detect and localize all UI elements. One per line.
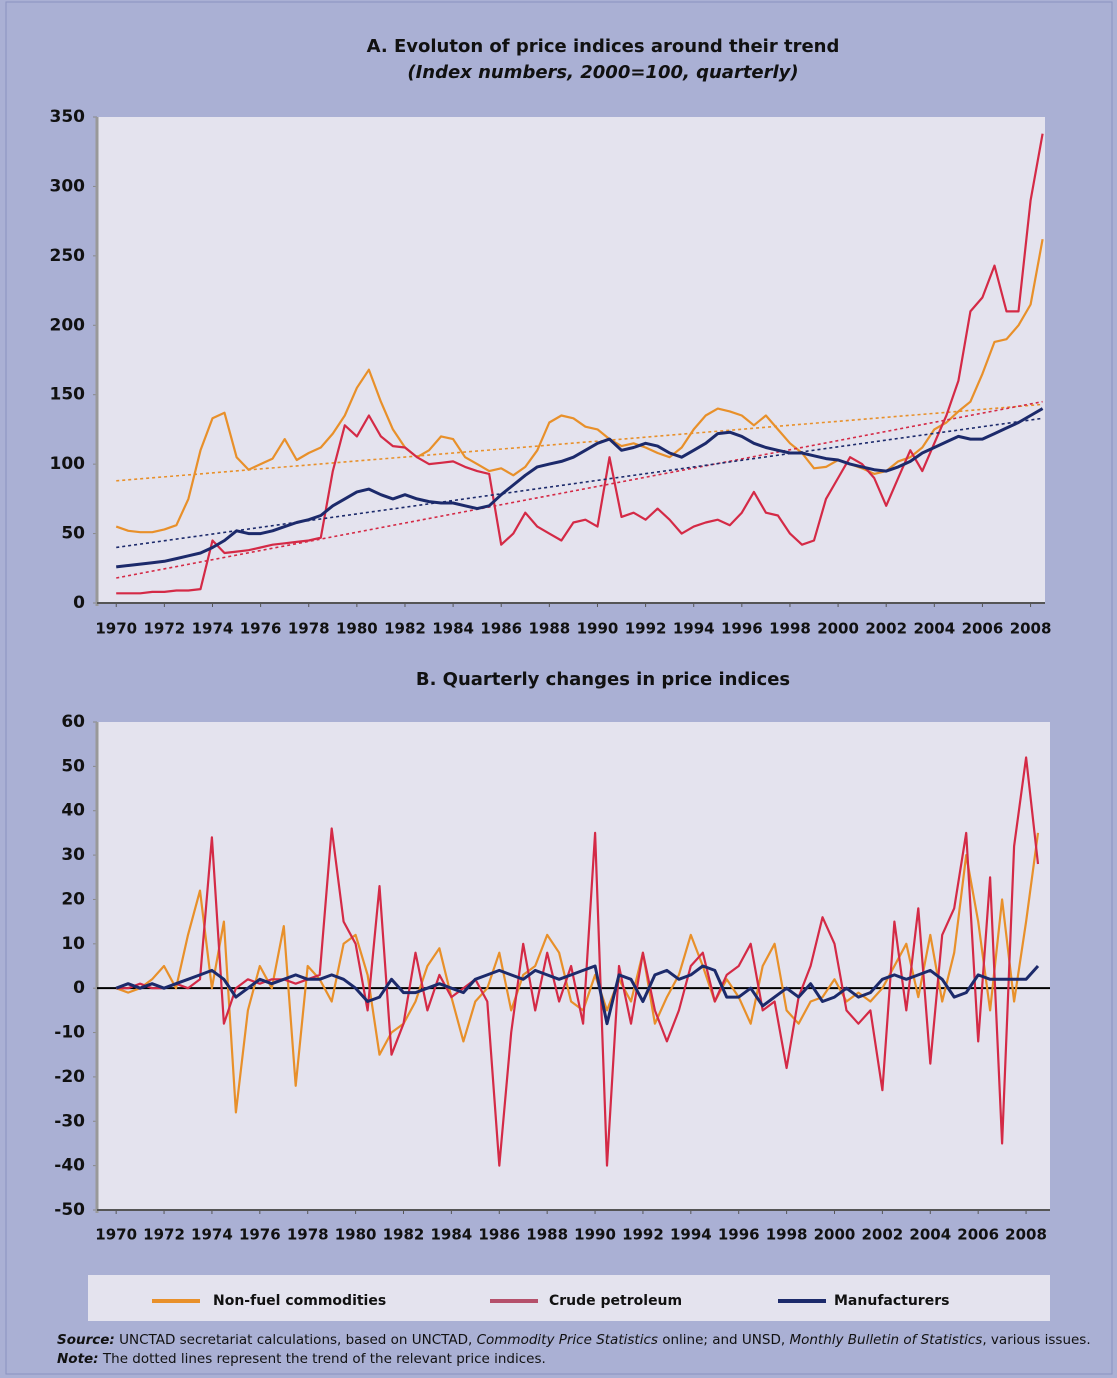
- x-tick-label: 1986: [480, 620, 522, 638]
- legend-label: Non-fuel commodities: [213, 1293, 386, 1309]
- y-tick-label: 150: [50, 385, 86, 405]
- x-tick-label: 1970: [95, 620, 137, 638]
- x-tick-label: 1976: [239, 1226, 281, 1244]
- series-line: [115, 964, 1040, 1026]
- x-tick-label: 1992: [625, 620, 667, 638]
- series-line: [116, 756, 1040, 1167]
- x-tick-label: 1984: [432, 620, 474, 638]
- x-tick-label: 1994: [670, 1226, 712, 1244]
- x-tick-label: 1974: [191, 1226, 233, 1244]
- y-tick-label: 0: [73, 978, 85, 998]
- x-tick-label: 2002: [865, 620, 907, 638]
- x-tick-label: 1982: [384, 620, 426, 638]
- y-tick-label: -10: [54, 1023, 85, 1043]
- x-tick-label: 1980: [335, 1226, 377, 1244]
- y-tick-label: 0: [73, 593, 85, 613]
- x-tick-label: 1970: [95, 1226, 137, 1244]
- trend-line: [116, 403, 1043, 482]
- x-tick-label: 2004: [913, 620, 955, 638]
- x-tick-label: 1988: [528, 620, 570, 638]
- x-tick-label: 2008: [1010, 620, 1052, 638]
- legend-label: Manufacturers: [834, 1293, 949, 1309]
- x-tick-label: 2002: [862, 1226, 904, 1244]
- y-tick-label: 40: [61, 801, 85, 821]
- x-tick-label: 2006: [957, 1226, 999, 1244]
- x-tick-label: 1978: [287, 1226, 329, 1244]
- x-tick-label: 1998: [766, 1226, 808, 1244]
- x-tick-label: 2008: [1005, 1226, 1047, 1244]
- y-tick-label: 50: [61, 524, 85, 544]
- x-tick-label: 1986: [478, 1226, 520, 1244]
- x-tick-label: 1994: [673, 620, 715, 638]
- y-tick-label: 200: [50, 315, 86, 335]
- trend-line: [116, 400, 1043, 579]
- plot-area: [97, 117, 1045, 603]
- series-line: [116, 407, 1044, 569]
- note-part: , various issues.: [982, 1332, 1090, 1348]
- y-tick-label: 20: [61, 889, 85, 909]
- x-tick-label: 1972: [143, 620, 185, 638]
- legend-label: Crude petroleum: [549, 1293, 682, 1309]
- y-tick-label: 30: [61, 845, 85, 865]
- x-tick-label: 1980: [336, 620, 378, 638]
- chart-title: B. Quarterly changes in price indices: [416, 669, 790, 690]
- x-tick-label: 1990: [574, 1226, 616, 1244]
- legend-box: [88, 1275, 1050, 1321]
- note-part: online; and UNSD,: [658, 1332, 790, 1348]
- x-tick-label: 1996: [721, 620, 763, 638]
- chart-title: A. Evoluton of price indices around thei…: [367, 36, 840, 57]
- x-tick-label: 1988: [526, 1226, 568, 1244]
- x-tick-label: 2004: [909, 1226, 951, 1244]
- y-tick-label: -50: [54, 1200, 85, 1220]
- series-line: [116, 133, 1044, 595]
- note-part: Commodity Price Statistics: [477, 1332, 658, 1348]
- y-tick-label: 50: [61, 756, 85, 776]
- note-part: Note:: [57, 1351, 99, 1367]
- x-tick-label: 1984: [431, 1226, 473, 1244]
- x-tick-label: 1996: [718, 1226, 760, 1244]
- x-tick-label: 1998: [769, 620, 811, 638]
- y-tick-label: 350: [50, 107, 86, 127]
- y-tick-label: -40: [54, 1156, 85, 1176]
- note-part: The dotted lines represent the trend of …: [99, 1351, 546, 1367]
- x-tick-label: 2006: [962, 620, 1004, 638]
- x-tick-label: 1972: [143, 1226, 185, 1244]
- note-part: Monthly Bulletin of Statistics: [789, 1332, 982, 1348]
- x-tick-label: 1990: [577, 620, 619, 638]
- plot-area: [97, 722, 1050, 1210]
- y-tick-label: 60: [61, 712, 85, 732]
- x-tick-label: 2000: [814, 1226, 856, 1244]
- y-tick-label: -30: [54, 1111, 85, 1131]
- note: Source: UNCTAD secretariat calculations,…: [57, 1332, 1091, 1348]
- y-tick-label: 300: [50, 176, 86, 196]
- x-tick-label: 1992: [622, 1226, 664, 1244]
- x-tick-label: 2000: [817, 620, 859, 638]
- x-tick-label: 1982: [383, 1226, 425, 1244]
- chart-subtitle: (Index numbers, 2000=100, quarterly): [407, 62, 798, 83]
- x-tick-label: 1976: [240, 620, 282, 638]
- note-part: UNCTAD secretariat calculations, based o…: [115, 1332, 477, 1348]
- x-tick-label: 1978: [288, 620, 330, 638]
- y-tick-label: -20: [54, 1067, 85, 1087]
- note: Note: The dotted lines represent the tre…: [57, 1351, 546, 1367]
- y-tick-label: 100: [50, 454, 86, 474]
- note-part: Source:: [57, 1332, 115, 1348]
- x-tick-label: 1974: [192, 620, 234, 638]
- y-tick-label: 10: [61, 934, 85, 954]
- y-tick-label: 250: [50, 246, 86, 266]
